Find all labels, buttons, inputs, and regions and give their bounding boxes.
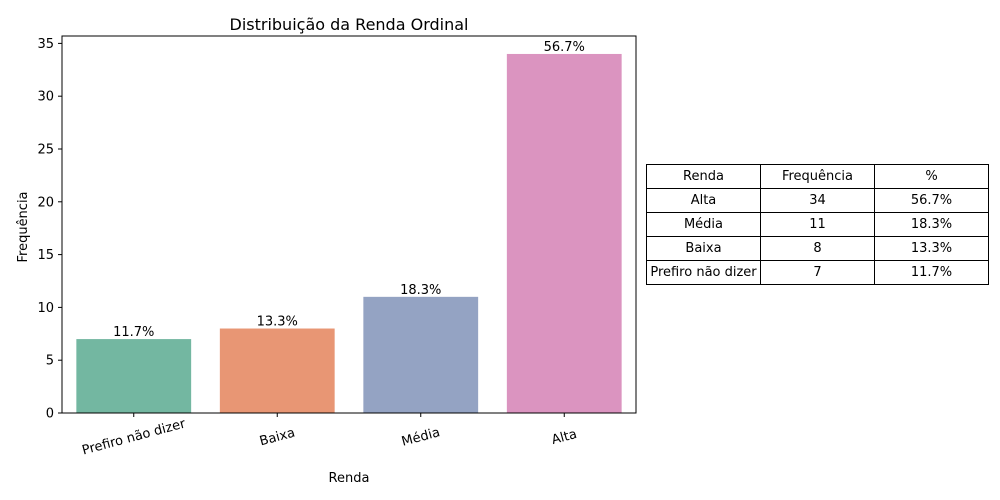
table-cell: 18.3% [874,212,989,237]
table-header-cell: % [874,164,989,189]
bar-value-label: 56.7% [544,40,585,55]
summary-table: Renda Frequência % Alta 34 56.7% Média 1… [646,164,989,285]
y-tick-label: 35 [37,37,54,52]
table-cell: 11 [760,212,875,237]
table-cell: 11.7% [874,260,989,285]
y-axis-label: Frequência [16,191,31,262]
bar [76,339,192,413]
table-cell: Média [646,212,761,237]
bar [219,328,335,413]
y-tick-label: 25 [37,142,54,157]
x-tick-label: Alta [550,427,579,448]
table-cell: Alta [646,188,761,213]
table-row: Prefiro não dizer 7 11.7% [646,260,989,285]
y-axis: 0 5 10 15 20 25 30 35 [37,37,62,422]
table-cell: Baixa [646,236,761,261]
plot-frame [61,35,637,414]
y-tick-label: 20 [37,195,54,210]
table-cell: 34 [760,188,875,213]
chart-title: Distribuição da Renda Ordinal [230,15,469,34]
y-tick-label: 30 [37,90,54,105]
x-axis-label: Renda [329,471,370,486]
x-tick-label: Média [400,425,442,450]
table-cell: 56.7% [874,188,989,213]
y-tick-label: 15 [37,248,54,263]
bar [363,296,479,413]
y-tick-label: 5 [46,354,54,369]
x-tick-label: Baixa [258,426,297,450]
table-cell: 13.3% [874,236,989,261]
bars-layer: 11.7% 13.3% 18.3% 56.7% [76,40,622,413]
table-row: Baixa 8 13.3% [646,236,989,261]
table-header-cell: Renda [646,164,761,189]
y-tick-label: 0 [46,407,54,422]
table-header-cell: Frequência [760,164,875,189]
table-row: Alta 34 56.7% [646,188,989,213]
table-cell: 8 [760,236,875,261]
bar [506,53,622,413]
table-cell: Prefiro não dizer [646,260,761,285]
y-tick-label: 10 [37,301,54,316]
bar-value-label: 13.3% [257,315,298,330]
x-tick-label: Prefiro não dizer [81,416,188,458]
table-row: Média 11 18.3% [646,212,989,237]
table-cell: 7 [760,260,875,285]
x-axis: Prefiro não dizer Baixa Média Alta [81,413,579,458]
bar-value-label: 18.3% [400,283,441,298]
table-header-row: Renda Frequência % [646,164,989,189]
bar-value-label: 11.7% [113,325,154,340]
